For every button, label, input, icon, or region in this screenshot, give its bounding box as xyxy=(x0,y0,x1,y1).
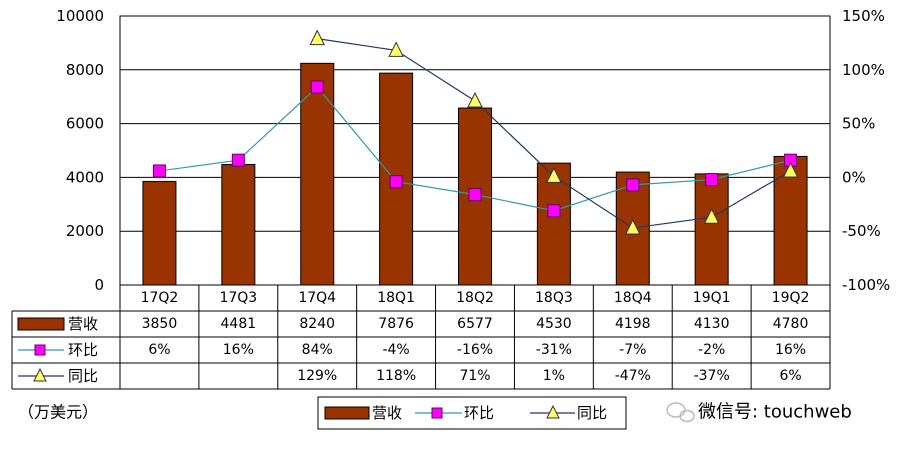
table-cell: 4780 xyxy=(773,316,809,332)
table-cell: -31% xyxy=(536,342,572,358)
table-key-square xyxy=(34,344,46,356)
table-cell: 129% xyxy=(297,368,337,384)
plot-area xyxy=(119,15,831,286)
table-cell: 8240 xyxy=(299,316,335,332)
table-cell: 84% xyxy=(302,342,333,358)
x-tick-label: 18Q1 xyxy=(377,290,415,306)
table-row-label: 营收 xyxy=(68,315,98,333)
table-cell: 7876 xyxy=(378,316,414,332)
y-right-tick-label: -50% xyxy=(842,222,881,240)
square-marker xyxy=(468,188,482,202)
table-cell: 6% xyxy=(779,368,801,384)
triangle-marker xyxy=(309,29,326,46)
square-marker xyxy=(626,178,640,192)
table-cell: -37% xyxy=(694,368,730,384)
triangle-marker xyxy=(546,167,562,183)
x-tick-label: 19Q1 xyxy=(693,290,731,306)
square-marker xyxy=(389,175,403,189)
table-cell: 118% xyxy=(376,368,416,384)
y-right-tick-label: 100% xyxy=(842,61,885,79)
x-tick-label: 18Q2 xyxy=(456,290,494,306)
table-cell: -2% xyxy=(698,342,725,358)
legend-square-swatch xyxy=(431,407,443,419)
table-cell: 16% xyxy=(223,342,254,358)
table-row-label: 环比 xyxy=(68,341,98,359)
table-cell: 6577 xyxy=(457,316,493,332)
y-right-tick-label: 150% xyxy=(842,7,885,25)
legend-triangle-swatch xyxy=(546,404,560,419)
table-cell: 4481 xyxy=(221,316,257,332)
bar xyxy=(221,163,256,286)
square-marker xyxy=(152,164,166,178)
triangle-marker xyxy=(782,161,799,178)
legend-bar-swatch xyxy=(324,406,370,420)
square-marker xyxy=(547,204,561,218)
y-left-tick-label: 8000 xyxy=(66,61,104,79)
legend-label: 同比 xyxy=(577,404,607,422)
x-tick-label: 17Q3 xyxy=(219,290,257,306)
table-cell: 4530 xyxy=(536,316,572,332)
table-key-bar xyxy=(17,317,65,331)
table-cell: -7% xyxy=(619,342,646,358)
unit-label: （万美元） xyxy=(18,403,98,422)
table-cell: 1% xyxy=(543,368,565,384)
square-marker xyxy=(231,153,245,167)
triangle-marker xyxy=(624,218,641,235)
table-key-triangle xyxy=(33,367,47,382)
table-cell: 71% xyxy=(459,368,490,384)
y-left-tick-label: 4000 xyxy=(66,168,104,186)
table-cell: -4% xyxy=(382,342,409,358)
x-tick-label: 17Q4 xyxy=(298,290,336,306)
x-tick-label: 19Q2 xyxy=(772,290,810,306)
wechat-icon xyxy=(666,402,695,423)
table-cell: 4130 xyxy=(694,316,730,332)
bar xyxy=(694,173,729,286)
x-tick-label: 18Q4 xyxy=(614,290,652,306)
bar xyxy=(300,62,335,286)
y-left-tick-label: 10000 xyxy=(56,7,104,25)
wechat-icon-bubble xyxy=(679,409,695,423)
wechat-icon-bubble xyxy=(666,402,686,418)
bar xyxy=(142,180,177,286)
x-tick-label: 18Q3 xyxy=(535,290,573,306)
legend-label: 环比 xyxy=(464,404,494,422)
table-cell: -16% xyxy=(457,342,493,358)
watermark: 微信号: touchweb xyxy=(698,402,852,423)
y-left-tick-label: 6000 xyxy=(66,115,104,133)
square-marker xyxy=(705,173,719,187)
y-left-tick-label: 2000 xyxy=(66,222,104,240)
table-row-label: 同比 xyxy=(68,367,98,385)
legend-label: 营收 xyxy=(372,404,402,422)
y-right-tick-label: 0% xyxy=(842,168,866,186)
table-cell: 4198 xyxy=(615,316,651,332)
triangle-marker xyxy=(703,208,720,224)
y-left-tick-label: 0 xyxy=(94,276,104,294)
triangle-marker xyxy=(388,41,404,57)
table-cell: -47% xyxy=(615,368,651,384)
square-marker xyxy=(310,80,324,94)
triangle-marker xyxy=(467,91,483,108)
table-cell: 3850 xyxy=(142,316,178,332)
table-cell: 16% xyxy=(775,342,806,358)
y-right-tick-label: 50% xyxy=(842,115,875,133)
table-cell: 6% xyxy=(148,342,170,358)
x-tick-label: 17Q2 xyxy=(141,290,179,306)
y-right-tick-label: -100% xyxy=(842,276,890,294)
